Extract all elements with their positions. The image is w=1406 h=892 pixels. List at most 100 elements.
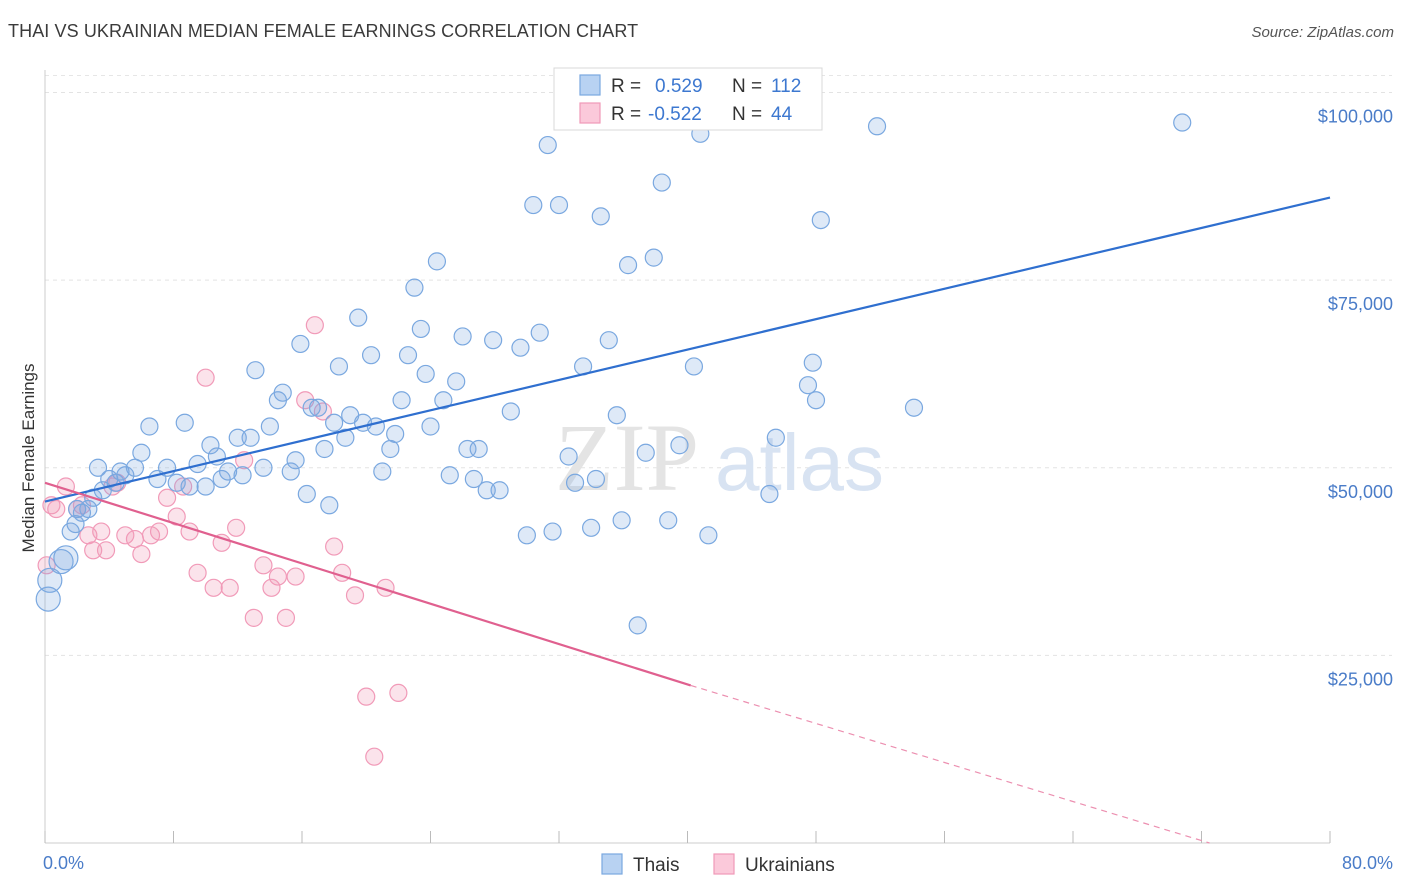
thais-point [392, 391, 411, 410]
thais-point [670, 436, 689, 455]
ukrainians-point [220, 578, 239, 597]
grid-lines [45, 75, 1392, 656]
thais-point [286, 451, 305, 470]
watermark-atlas: atlas [715, 418, 884, 507]
ukrainians-point [196, 368, 215, 387]
ukrainians-point [47, 499, 66, 519]
thais-point [501, 402, 520, 421]
thais-point [806, 391, 826, 410]
thais-legend-swatch [579, 74, 601, 96]
thais-point [373, 462, 392, 481]
thais-point [386, 424, 405, 444]
stats-legend: R = 0.529 N = 112 R = -0.522 N = 44 [553, 67, 823, 131]
thais-point [644, 248, 663, 267]
y-tick-label: $50,000 [1328, 482, 1393, 502]
ukrainians-points [37, 316, 408, 766]
thais-point [599, 331, 618, 350]
thais-point [586, 469, 606, 489]
thais-point [469, 439, 488, 459]
thais-point [201, 436, 220, 455]
y-tick-label: $100,000 [1318, 107, 1393, 127]
thais-points [35, 113, 1192, 635]
ukrainians-point [204, 578, 223, 597]
thais-point [381, 439, 400, 459]
thais-point [325, 413, 344, 432]
thais-point [517, 526, 536, 545]
thais-point [411, 319, 430, 339]
thais-point [543, 522, 562, 541]
ukrainians-point [132, 544, 151, 564]
ukrainians-point [345, 586, 365, 605]
thais-point [48, 548, 74, 575]
thais-point [175, 413, 194, 432]
thais-point [421, 417, 440, 436]
thais-point [453, 327, 472, 346]
thais-point [88, 458, 108, 477]
thais-point [35, 586, 61, 612]
ukrainians-n-label: N = [732, 104, 762, 125]
thais-point [766, 428, 785, 447]
chart-title: THAI VS UKRAINIAN MEDIAN FEMALE EARNINGS… [8, 21, 639, 41]
thais-point [636, 443, 655, 462]
thais-r-label: R = [611, 76, 641, 97]
thais-point [260, 417, 279, 436]
thais-point [349, 308, 368, 327]
thais-point [530, 323, 549, 342]
thais-point [398, 346, 418, 365]
thais-point [291, 334, 310, 354]
ukrainians-legend-swatch [579, 102, 601, 124]
thais-trend-line [44, 196, 1331, 503]
ukrainians-point [357, 687, 376, 706]
ukrainians-trend-line [44, 481, 692, 687]
ukrainians-point [96, 541, 116, 560]
thais-point [228, 428, 247, 447]
thais-point [53, 545, 79, 571]
thais-point [760, 484, 779, 504]
thais-point [427, 252, 447, 271]
thais-point [591, 207, 610, 226]
legend-thais-swatch [601, 853, 623, 875]
thais-point [79, 499, 98, 519]
thais-point [241, 428, 260, 447]
thais-point [607, 406, 626, 425]
ukrainians-point [149, 522, 169, 541]
thais-point [440, 466, 459, 485]
legend-thais-label: Thais [633, 855, 679, 876]
ukrainians-r-label: R = [611, 104, 641, 125]
thais-r-value: 0.529 [655, 76, 703, 97]
axes [44, 70, 1331, 844]
thais-point [628, 616, 647, 635]
thais-n-value: 112 [771, 76, 801, 97]
ukrainians-point [276, 608, 296, 627]
ukrainians-point [92, 522, 111, 541]
thais-point [524, 195, 543, 215]
ukrainians-point [389, 683, 408, 703]
thais-point [336, 428, 355, 447]
thais-point [180, 477, 199, 496]
thais-point [302, 398, 321, 417]
thais-point [281, 462, 300, 481]
ukrainians-n-value: 44 [771, 104, 793, 125]
ukrainians-point [37, 556, 56, 575]
ukrainians-point [325, 537, 344, 556]
thais-point [132, 443, 151, 462]
ukrainians-point [84, 541, 103, 560]
ukrainians-point [244, 608, 263, 627]
thais-point [366, 417, 385, 436]
thais-point [416, 364, 435, 384]
thais-point [125, 458, 145, 477]
ukrainians-point [227, 518, 246, 537]
ukrainians-point [157, 488, 177, 507]
ukrainians-point [116, 526, 135, 545]
ukrainians-r-value: -0.522 [648, 104, 702, 125]
thais-point [315, 439, 334, 459]
source-label: Source: ZipAtlas.com [1251, 24, 1394, 41]
y-tick-label: $75,000 [1328, 294, 1393, 314]
thais-point [699, 526, 718, 545]
thais-point [447, 372, 466, 391]
thais-point [612, 511, 631, 530]
thais-point [254, 458, 273, 477]
ukrainians-point [286, 567, 305, 586]
thais-point [659, 511, 678, 530]
thais-point [140, 417, 159, 436]
